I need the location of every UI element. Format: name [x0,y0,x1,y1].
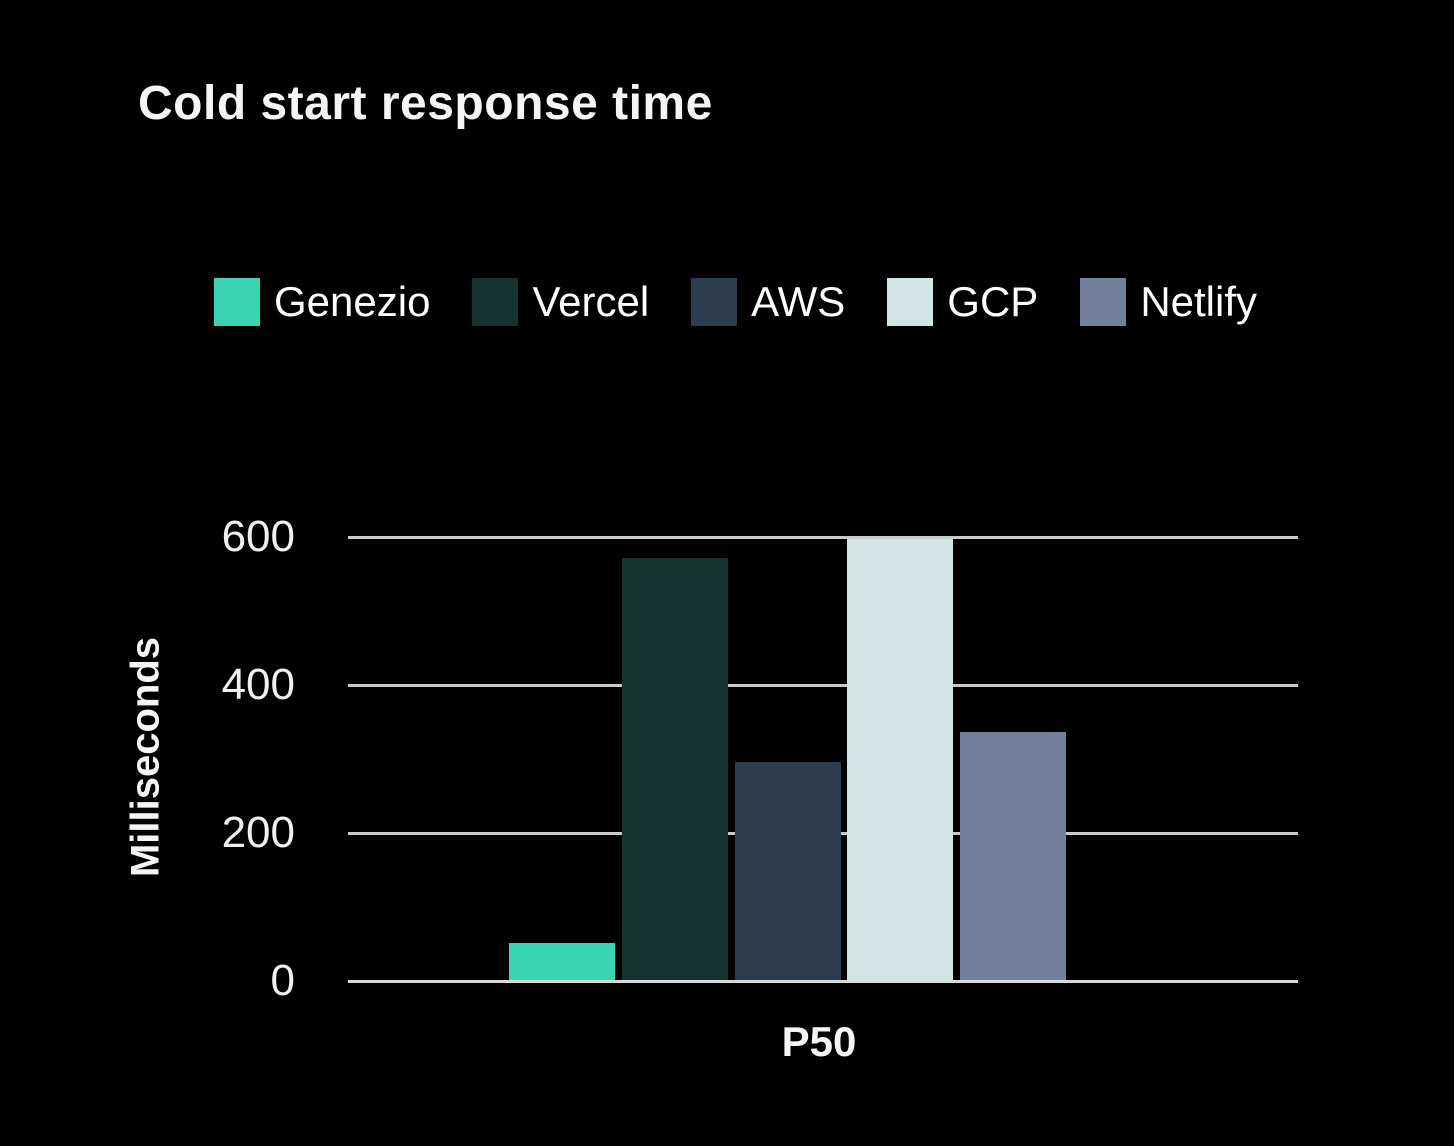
legend-item-genezio[interactable]: Genezio [214,278,430,326]
bar-vercel [621,558,728,980]
x-category-label: P50 [781,1018,857,1065]
legend-swatch-vercel [472,278,519,326]
gridline-400 [348,684,1298,687]
legend-swatch-genezio [214,278,260,326]
legend-swatch-aws [691,278,738,326]
legend-label: Genezio [274,278,431,325]
y-axis-title: Milliseconds [123,636,168,878]
legend-swatch-gcp [887,278,934,326]
legend-label: AWS [751,278,846,325]
gridline-600 [348,536,1298,539]
bar-genezio [509,943,615,980]
legend-item-netlify[interactable]: Netlify [1080,278,1257,326]
legend-label: Netlify [1140,278,1258,325]
legend: Genezio Vercel AWS GCP Netlify [214,278,1257,326]
bar-aws [734,761,841,980]
y-tick-400: 400 [221,660,295,709]
legend-item-gcp[interactable]: GCP [887,278,1038,326]
y-tick-0: 0 [270,956,295,1005]
bar-gcp [847,539,954,980]
legend-label: GCP [947,278,1039,325]
legend-swatch-netlify [1080,278,1127,326]
y-tick-600: 600 [221,512,295,561]
plot-area: 0 200 400 600 [222,512,1298,1005]
chart-title: Cold start response time [138,77,713,130]
legend-item-aws[interactable]: AWS [691,278,845,326]
y-tick-200: 200 [221,808,295,857]
bar-netlify [960,732,1066,980]
legend-label: Vercel [532,278,650,325]
legend-item-vercel[interactable]: Vercel [472,278,649,326]
